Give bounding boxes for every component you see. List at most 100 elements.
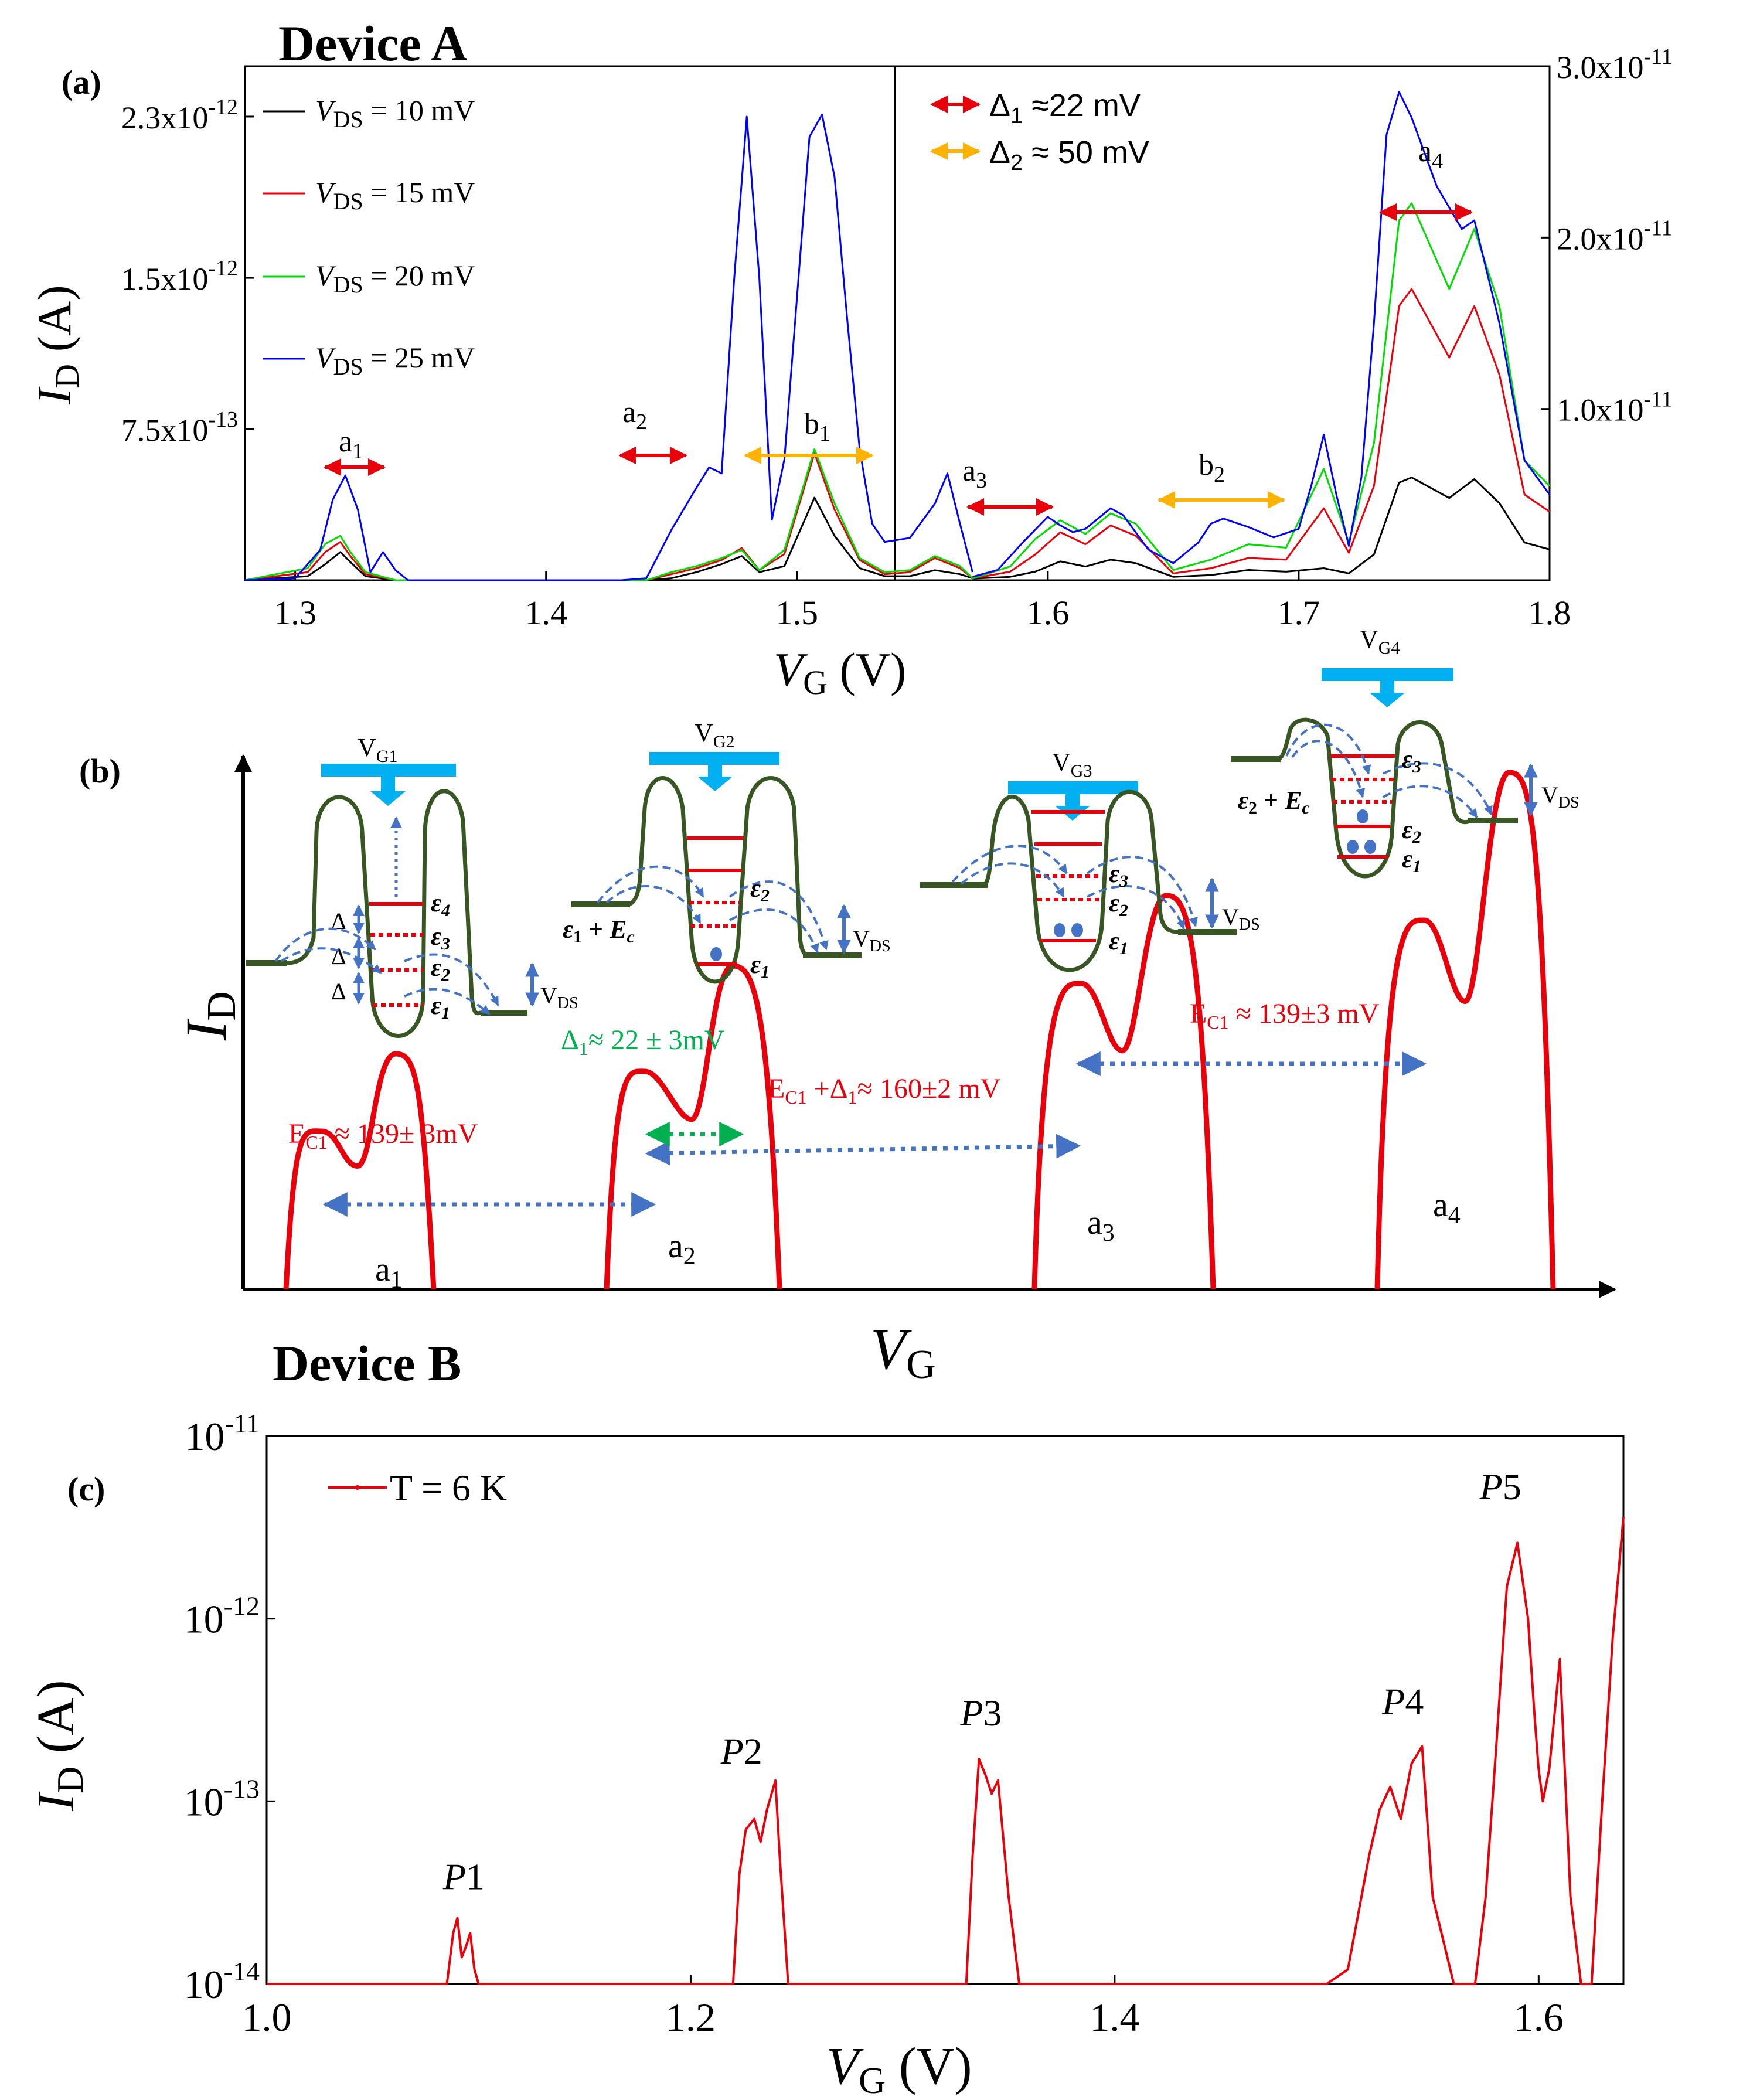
b2-label: b2 — [1199, 448, 1225, 487]
series-15mv-right — [972, 288, 1550, 580]
inset4-gate-label: VG4 — [1360, 625, 1400, 658]
c-x-tick-label: 1.6 — [1514, 1995, 1564, 2040]
inset2-gate-bar — [649, 752, 779, 765]
inset2-eps2: ε2 — [750, 874, 770, 906]
series-25mv-right — [972, 91, 1551, 578]
c-peak-label-p5: P5 — [1479, 1466, 1521, 1507]
panel-c-x-ticks: 1.0 1.2 1.4 1.6 — [242, 1975, 1564, 2040]
inset1-gate-label: VG1 — [358, 733, 397, 766]
inset2-barrier — [571, 776, 862, 984]
a-y-right-tick-label: 2.0x10-11 — [1557, 216, 1673, 256]
panel-a-peak-annotations: a1 a2 b1 a3 b2 a4 — [324, 135, 1473, 516]
inset3-barrier — [920, 789, 1237, 972]
inset3-gate-arrow-icon — [1055, 794, 1090, 821]
a2-label: a2 — [622, 396, 647, 434]
c-x-tick-label: 1.2 — [666, 1995, 716, 2040]
c-y-tick-label: 10-13 — [184, 1774, 260, 1824]
inset1-eps1: ε1 — [431, 991, 450, 1023]
c-y-tick-label: 10-12 — [184, 1591, 260, 1642]
b-delta1-text: Δ1≈ 22 ± 3mV — [561, 1025, 725, 1059]
panel-c-y-title: ID (A) — [27, 1680, 91, 1812]
inset4-eps3: ε3 — [1402, 745, 1421, 777]
legend-marker-6k — [355, 1485, 360, 1490]
inset4-electron-2 — [1347, 840, 1359, 854]
b-peak-curve-a4 — [1374, 770, 1556, 1290]
c-x-tick-label: 1.0 — [242, 1995, 292, 2040]
panel-b-peak-curves — [283, 770, 1556, 1290]
panel-b: (b) ID VG a1 a2 a3 a4 EC1 ≈ 139± 3mV Δ1≈… — [79, 625, 1616, 1387]
panel-a-series — [244, 91, 1551, 581]
b-inset-vg4: VG4 VDS ε3 ε2 ε1 ε2 + Ec — [1231, 625, 1579, 879]
inset3-eps1: ε1 — [1109, 927, 1128, 958]
legend-label-25mv: VDS = 25 mV — [315, 341, 475, 380]
b-ec1-right: EC1 ≈ 139±3 mV — [1190, 998, 1380, 1033]
inset1-eps2: ε2 — [431, 953, 450, 985]
a-y-left-tick-label: 1.5x10-12 — [121, 256, 238, 297]
b-arrow-a2-a3 — [645, 1134, 1081, 1166]
c-peak-label-p2: P2 — [720, 1731, 762, 1772]
series-10mv-right — [972, 477, 1550, 580]
inset4-electron-1 — [1357, 809, 1368, 823]
a-x-tick-label: 1.8 — [1528, 594, 1571, 632]
inset2-gate-label: VG2 — [695, 719, 734, 751]
inset2-tunnel-4 — [729, 908, 819, 954]
inset1-tunnel-4 — [404, 988, 491, 1015]
b-peak-curve-a3 — [1031, 893, 1216, 1290]
series-20mv-left — [244, 448, 973, 581]
inset1-tunnel-3 — [404, 953, 499, 1006]
b-ec1-left: EC1 ≈ 139± 3mV — [288, 1118, 478, 1153]
inset4-vds-label: VDS — [1541, 782, 1579, 812]
panel-c-y-ticks: 10-11 10-12 10-13 10-14 — [184, 1408, 275, 2007]
inset1-delta-2: Δ — [331, 943, 346, 969]
inset3-electron-2 — [1071, 923, 1083, 937]
panel-a-y-ticks-left: 7.5x10-13 1.5x10-12 2.3x10-12 — [121, 95, 254, 448]
a3-label: a3 — [962, 454, 987, 493]
inset3-tunnel-4 — [1087, 884, 1186, 930]
inset2-vds-label: VDS — [853, 925, 891, 955]
inset1-tunnel-1 — [274, 927, 376, 962]
a-x-tick-label: 1.3 — [274, 594, 316, 632]
legend-label-6k: T = 6 K — [390, 1467, 507, 1509]
inset1-vds-label: VDS — [540, 982, 578, 1012]
inset2-tunnel-3 — [728, 880, 829, 951]
inset1-barrier — [246, 789, 527, 1038]
inset1-eps4: ε4 — [431, 889, 450, 920]
a-x-tick-label: 1.7 — [1278, 594, 1320, 632]
panel-c: Device B (c) 1.0 1.2 1.4 1.6 10-1110-1210-1… — [27, 1335, 1625, 2100]
inset4-eps2: ε2 — [1402, 815, 1421, 847]
panel-c-label: (c) — [67, 1470, 105, 1508]
delta2-legend-text: Δ2 ≈ 50 mV — [989, 135, 1149, 175]
panel-a-legend: VDS = 10 mV VDS = 15 mV VDS = 20 mV VDS … — [263, 94, 475, 380]
inset1-eps3: ε3 — [431, 922, 450, 954]
inset2-electron — [710, 947, 722, 961]
inset4-tunnel-4 — [1383, 785, 1478, 819]
inset2-tunnel-2 — [605, 885, 702, 924]
panel-b-spacing-arrows — [322, 1051, 1427, 1217]
inset4-eps2-ec: ε2 + Ec — [1238, 786, 1310, 818]
b1-label: b1 — [804, 407, 830, 446]
inset2-tunnel-1 — [597, 865, 704, 904]
c-y-tick-label: 10-11 — [185, 1408, 260, 1459]
device-a-title: Device A — [278, 15, 467, 72]
b-inset-vg3: VG3 VDS ε3 ε2 ε1 — [920, 748, 1260, 972]
legend-label-15mv: VDS = 15 mV — [315, 176, 475, 215]
panel-a-frame — [244, 65, 1551, 581]
a-x-tick-label: 1.6 — [1027, 594, 1070, 632]
inset3-gate-label: VG3 — [1052, 748, 1092, 781]
inset4-tunnel-1 — [1285, 723, 1371, 775]
c-peak-label-p4: P4 — [1381, 1681, 1424, 1723]
b-peak-label-a3: a3 — [1087, 1203, 1115, 1247]
panel-c-peak-labels: P1 P2 P3 P4 P5 — [442, 1466, 1521, 1897]
inset2-eps1: ε1 — [750, 950, 770, 982]
panel-a-y-title: ID (A) — [28, 285, 86, 405]
a4-label: a4 — [1418, 135, 1443, 173]
panel-b-label: (b) — [79, 752, 121, 790]
panel-a-y-ticks-right: 1.0x10-11 2.0x10-11 3.0x10-11 — [1541, 45, 1673, 428]
inset3-eps3: ε3 — [1109, 859, 1128, 891]
inset2-eps1-ec: ε1 + Ec — [563, 915, 635, 947]
panel-b-x-title: VG — [870, 1316, 936, 1387]
panel-a-delta-legend: Δ1 ≈22 mV Δ2 ≈ 50 mV — [930, 88, 1149, 175]
inset4-tunnel-3 — [1383, 762, 1493, 816]
inset3-vds-label: VDS — [1222, 904, 1260, 934]
